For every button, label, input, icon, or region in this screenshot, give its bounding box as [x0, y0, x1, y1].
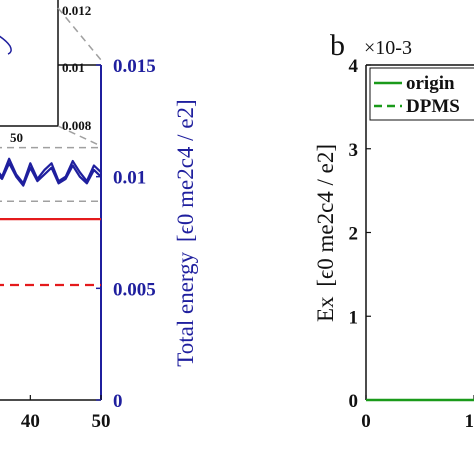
panel-b-y-tick-4: 4 — [349, 56, 359, 77]
inset-frame — [0, 0, 59, 127]
panel-b-y-tick-1: 1 — [349, 307, 359, 328]
inset-connector-bottom — [57, 125, 102, 147]
panel-a-series — [0, 157, 102, 287]
panel-a-x-tick-0: 40 — [21, 411, 40, 432]
panel-b-y-ticks: 0 1 2 3 4 — [349, 56, 371, 412]
inset-curve — [0, 35, 12, 55]
zoom-band — [0, 146, 101, 202]
panel-a-y2-tick-1: 0.005 — [113, 279, 156, 300]
panel-b-y-label: Ex — [313, 296, 338, 322]
panel-b-y-tick-0: 0 — [349, 391, 359, 412]
panel-a-y2-unit: [ϵ0 me2c4 / e2] — [173, 99, 198, 242]
panel-a-series-line-3 — [0, 162, 102, 187]
panel-b: b ×10-3 0 1 2 3 4 0 10 origin DPMS Ex [ϵ0 me2… — [313, 29, 474, 432]
inset-y-tick-1: 0.01 — [62, 60, 85, 75]
panel-a-y2-tick-3: 0.015 — [113, 56, 156, 77]
inset-y-tick-2: 0.008 — [62, 118, 92, 133]
legend-box — [369, 67, 474, 121]
panel-a-y2-tick-0: 0 — [113, 391, 123, 412]
panel-a: 40 50 0 0.005 0.01 0.015 0.012 0.01 0.008 50… — [0, 0, 198, 432]
panel-a-y2-tick-2: 0.01 — [113, 168, 146, 189]
panel-b-x-tick-1: 10 — [465, 411, 474, 432]
panel-b-y-label-group: Ex [ϵ0 me2c4 / e2] — [313, 144, 338, 322]
panel-a-y2-label: Total energy — [173, 251, 198, 366]
panel-a-y2-ticks: 0 0.005 0.01 0.015 — [96, 56, 156, 412]
panel-b-y-unit: [ϵ0 me2c4 / e2] — [313, 144, 338, 287]
inset-x-tick-0: 50 — [10, 130, 23, 145]
svg-text:Ex [ϵ0 me2c4 / e2]: Ex [ϵ0 me2c4 / e2] — [313, 144, 338, 322]
legend-label-origin: origin — [406, 73, 455, 94]
panel-b-y-tick-2: 2 — [349, 224, 359, 245]
panel-b-y-scale: ×10-3 — [364, 37, 412, 59]
svg-text:Total energy [ϵ0 me2c4: Total energy [ϵ0 me2c4 / e2] — [173, 99, 198, 366]
panel-b-y-tick-3: 3 — [349, 140, 359, 161]
inset: 0.012 0.01 0.008 50 — [0, 0, 102, 147]
panel-b-legend: origin DPMS — [369, 67, 474, 121]
panel-a-x-ticks: 40 50 — [21, 395, 111, 432]
legend-label-dpms: DPMS — [406, 96, 460, 117]
panel-a-series-line-2 — [0, 157, 102, 185]
panel-a-y2-label-group: Total energy [ϵ0 me2c4 / e2] — [173, 99, 198, 366]
panel-a-x-tick-1: 50 — [92, 411, 111, 432]
inset-y-tick-0: 0.012 — [62, 3, 91, 18]
panel-b-x-tick-0: 0 — [361, 411, 371, 432]
panel-b-letter: b — [330, 29, 345, 62]
